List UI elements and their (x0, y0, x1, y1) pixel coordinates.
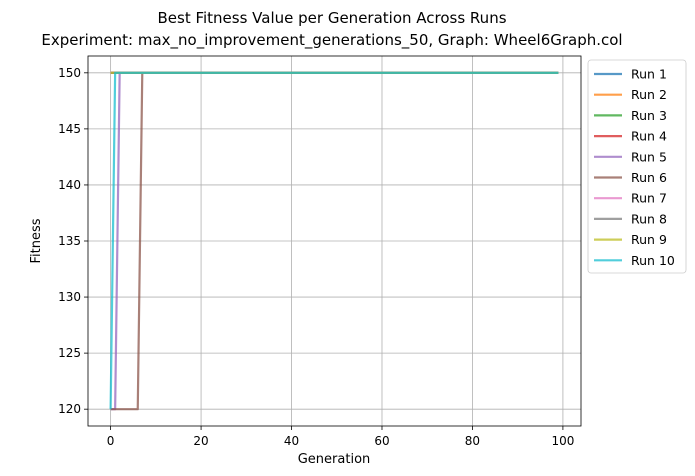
x-axis-label: Generation (298, 452, 371, 467)
x-tick-label: 100 (551, 434, 574, 448)
series-lines (109, 71, 559, 411)
legend-label: Run 2 (631, 87, 667, 102)
legend-label: Run 9 (631, 232, 667, 247)
legend-label: Run 4 (631, 129, 667, 144)
y-tick-label: 150 (58, 66, 81, 80)
y-tick-label: 140 (58, 178, 81, 192)
legend-label: Run 8 (631, 211, 667, 226)
grid (88, 56, 581, 426)
y-tick-label: 120 (58, 402, 81, 416)
legend-label: Run 7 (631, 191, 667, 206)
y-tick-label: 145 (58, 122, 81, 136)
legend-label: Run 3 (631, 108, 667, 123)
x-tick-label: 20 (193, 434, 208, 448)
legend-label: Run 10 (631, 253, 675, 268)
legend: Run 1 Run 2 Run 3 Run 4 Run 5 Run 6 Run 7 Run 8… (587, 59, 687, 274)
y-tick-label: 135 (58, 234, 81, 248)
legend-label: Run 6 (631, 170, 667, 185)
y-tick-label: 125 (58, 346, 81, 360)
x-axis-ticks: 0 20 40 60 80 100 (107, 426, 574, 448)
legend-label: Run 1 (631, 67, 667, 82)
x-tick-label: 40 (284, 434, 299, 448)
x-tick-label: 0 (107, 434, 115, 448)
y-axis-ticks: 120 125 130 135 140 145 150 (58, 66, 88, 416)
legend-label: Run 5 (631, 149, 667, 164)
plot-frame (87, 55, 582, 427)
x-tick-label: 60 (374, 434, 389, 448)
x-tick-label: 80 (465, 434, 480, 448)
y-axis-label: Fitness (29, 218, 44, 263)
series-line-run-10 (109, 71, 559, 410)
chart-subtitle: Experiment: max_no_improvement_generatio… (41, 31, 622, 50)
y-tick-label: 130 (58, 290, 81, 304)
chart-title: Best Fitness Value per Generation Across… (157, 9, 506, 27)
